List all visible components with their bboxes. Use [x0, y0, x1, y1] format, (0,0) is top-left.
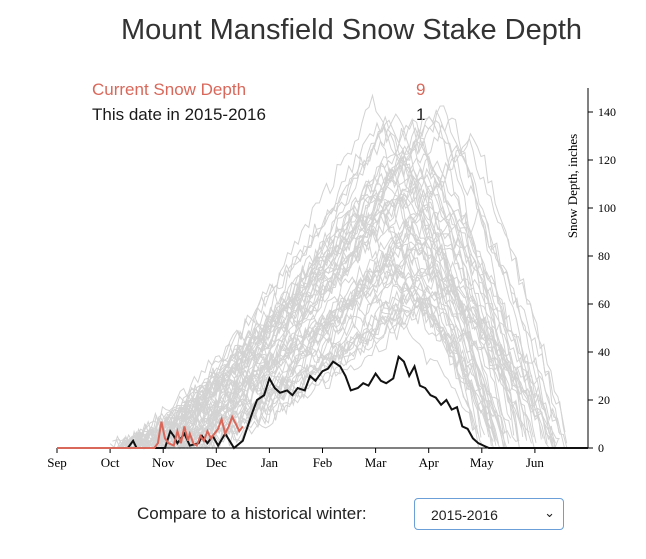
x-tick-label: May — [470, 455, 494, 470]
y-tick-label: 40 — [598, 345, 610, 359]
x-tick-label: Sep — [47, 455, 67, 470]
background-winters — [109, 93, 568, 450]
background-winter-line — [141, 246, 535, 449]
y-axis: 0 20 40 60 80 100 120 140 — [587, 88, 616, 455]
x-axis: Sep Oct Nov Dec Jan Feb Mar Apr May Jun — [47, 447, 588, 470]
x-tick-label: Feb — [313, 455, 333, 470]
winter-select-value: 2015-2016 — [431, 507, 498, 523]
background-winter-line — [140, 172, 527, 449]
background-winter-line — [157, 211, 520, 449]
background-winter-line — [141, 241, 554, 449]
x-tick-label: Jan — [261, 455, 279, 470]
background-winter-line — [132, 167, 506, 450]
background-winter-line — [151, 119, 510, 450]
y-tick-label: 100 — [598, 201, 616, 215]
background-winter-line — [128, 108, 519, 449]
x-tick-label: Apr — [419, 455, 440, 470]
current-depth-label: Current Snow Depth — [92, 80, 247, 99]
background-winter-line — [112, 141, 528, 450]
background-winter-line — [153, 121, 502, 449]
y-tick-label: 60 — [598, 297, 610, 311]
background-winter-line — [126, 113, 492, 449]
x-tick-label: Nov — [152, 455, 175, 470]
x-tick-label: Jun — [526, 455, 545, 470]
background-winter-line — [121, 295, 505, 449]
x-tick-label: Mar — [365, 455, 387, 470]
y-axis-label: Snow Depth, inches — [565, 134, 580, 238]
snow-depth-chart: Sep Oct Nov Dec Jan Feb Mar Apr May Jun 0 20 40 60 80… — [47, 88, 616, 470]
chevron-down-icon: ⌄ — [544, 505, 555, 520]
background-winter-line — [130, 202, 478, 450]
current-season-line — [57, 414, 244, 449]
y-tick-label: 0 — [598, 441, 604, 455]
background-winter-line — [179, 197, 496, 450]
background-winter-line — [120, 178, 479, 450]
background-winter-line — [116, 119, 478, 449]
x-tick-label: Dec — [206, 455, 227, 470]
y-tick-label: 140 — [598, 105, 616, 119]
historical-date-label: This date in 2015-2016 — [92, 105, 266, 124]
background-winter-line — [123, 240, 550, 449]
background-winter-line — [201, 274, 500, 449]
compare-label: Compare to a historical winter: — [137, 504, 367, 523]
series-lines — [57, 354, 588, 450]
y-tick-label: 120 — [598, 153, 616, 167]
historical-date-value: 1 — [416, 105, 426, 124]
chart-title: Mount Mansfield Snow Stake Depth — [120, 14, 583, 46]
current-depth-value: 9 — [416, 80, 426, 99]
x-tick-label: Oct — [101, 455, 120, 470]
y-tick-label: 80 — [598, 249, 610, 263]
winter-select[interactable]: 2015-2016 ⌄ — [414, 498, 564, 530]
y-tick-label: 20 — [598, 393, 610, 407]
